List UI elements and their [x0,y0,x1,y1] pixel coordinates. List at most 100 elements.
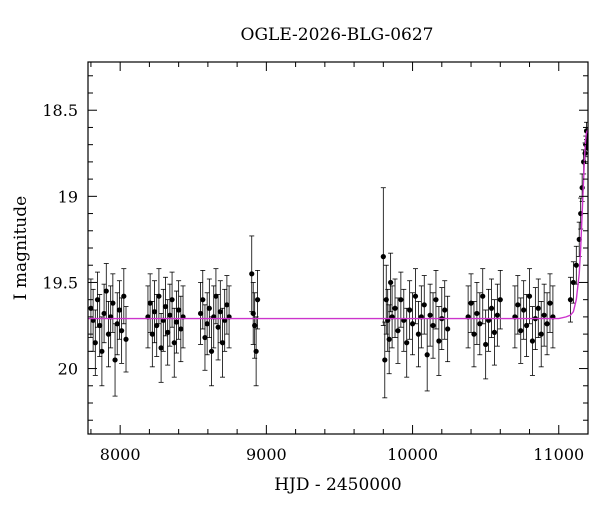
y-tick-label: 18.5 [42,101,78,120]
data-point [215,324,221,330]
data-point [382,357,388,363]
data-point [167,312,173,318]
data-point [105,331,112,337]
x-tick-label: 11000 [533,445,584,464]
data-point [424,352,430,358]
data-point [123,336,129,342]
data-point [110,300,116,306]
data-point [147,300,153,306]
data-point [488,305,495,311]
data-point [178,326,184,332]
y-tick-label: 19.5 [42,273,78,292]
data-point [570,279,576,286]
data-point [407,307,413,313]
error-bars [88,121,588,399]
data-point [386,336,392,342]
data-point [477,321,483,327]
data-point [412,293,419,299]
data-point [491,329,498,335]
data-point [112,357,118,363]
data-point [99,348,105,354]
data-point [380,254,386,260]
data-point [436,338,442,344]
data-point [92,340,98,346]
data-point [171,340,177,346]
data-point [250,310,256,317]
data-point [427,312,433,318]
x-tick-label: 9000 [246,445,287,464]
data-point [526,293,533,299]
data-point [480,293,486,299]
x-axis-label: HJD - 2450000 [274,475,402,495]
data-point [103,288,109,294]
data-point [585,145,588,151]
data-point [254,297,261,303]
y-axis-label: I magnitude [11,196,31,300]
data-point [158,345,164,351]
data-point [483,341,489,348]
data-point [249,271,255,277]
data-point [154,322,160,329]
data-point [169,297,175,303]
data-point [541,312,547,318]
data-point [173,319,180,325]
data-point [415,331,422,337]
x-axis-ticks: 8000 9000 10000 11000 [90,62,589,464]
data-point [383,297,389,303]
data-point [213,293,219,299]
data-point [421,302,427,308]
data-point [567,297,574,303]
data-point [202,334,208,341]
data-point [219,340,226,346]
data-point [101,310,107,317]
chart-title: OGLE-2026-BLG-0627 [241,25,434,45]
data-point [217,309,223,315]
y-tick-label: 19 [58,187,78,206]
data-point [404,340,410,346]
data-point [515,302,521,308]
data-point [151,309,158,315]
data-point [200,297,206,303]
data-point [442,307,448,313]
y-axis-ticks: 18.5 19 19.5 20 [42,75,588,421]
data-point [162,303,169,310]
data-point [538,331,544,337]
plot-frame [87,61,589,435]
data-point [409,321,416,327]
data-point [523,322,530,329]
data-point [97,322,103,329]
data-point [535,305,541,311]
data-point [433,297,439,303]
data-point [121,293,127,299]
data-point [392,305,398,311]
data-point [208,348,215,354]
data-point [388,279,394,286]
data-point [518,328,524,334]
data-point [224,302,230,308]
data-point [474,310,480,317]
data-point [494,312,500,318]
data-point [88,305,94,311]
data-point [165,329,171,335]
data-point [395,328,401,334]
data-point [204,321,210,327]
x-tick-label: 8000 [100,445,141,464]
data-point [544,321,550,327]
data-point [497,297,503,303]
data-point [156,293,162,299]
data-point [114,321,120,327]
data-point [573,262,579,268]
x-tick-label: 10000 [387,445,438,464]
data-point [430,322,436,329]
data-point [119,328,125,334]
data-point [471,331,477,337]
data-point [176,307,182,313]
data-point [547,300,553,306]
data-point [149,331,155,337]
data-point [529,338,536,344]
data-point [116,307,123,313]
y-tick-label: 20 [58,360,78,379]
data-point [468,300,474,306]
data-point [197,310,204,317]
